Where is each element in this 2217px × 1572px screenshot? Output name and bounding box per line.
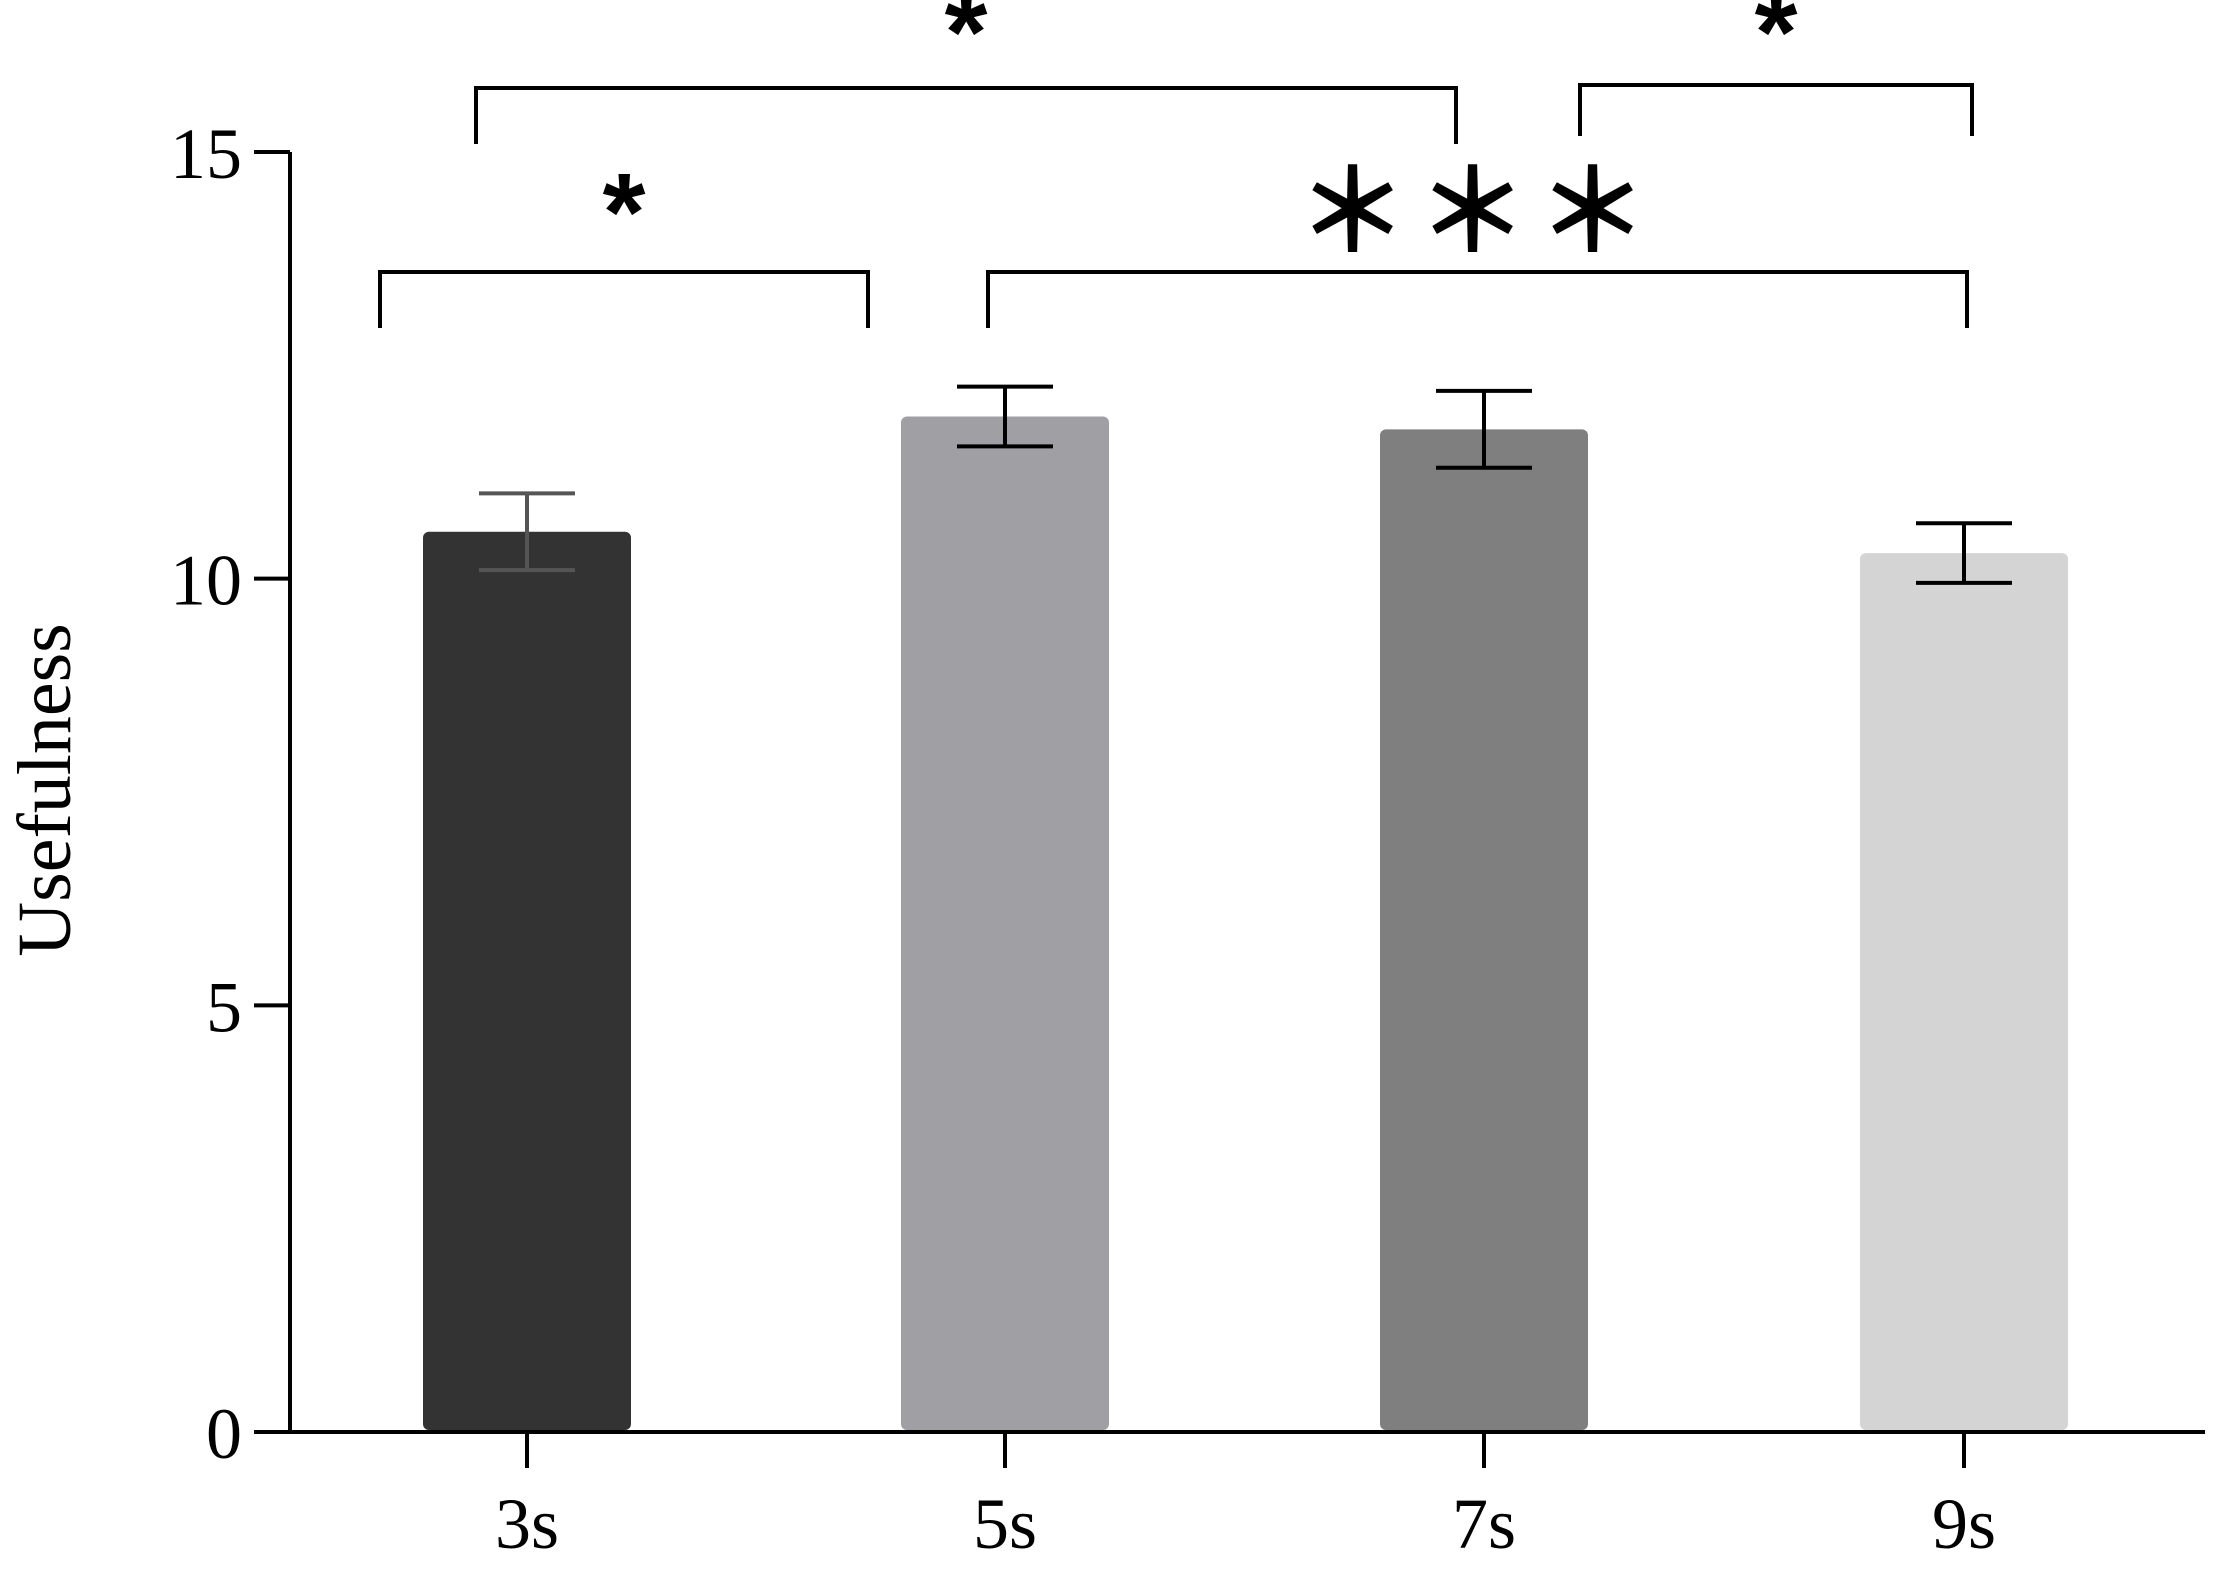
bar-5s bbox=[901, 416, 1109, 1430]
significance-bracket: ＊＊＊ bbox=[986, 151, 1969, 328]
error-bar-9s bbox=[1916, 521, 2012, 585]
error-bar-5s bbox=[957, 384, 1053, 449]
bar-3s bbox=[423, 531, 631, 1430]
bars-group bbox=[423, 416, 2068, 1430]
y-axis: 0 5 10 15 bbox=[170, 114, 292, 1474]
x-tick-label: 7s bbox=[1452, 1484, 1516, 1564]
error-bar-3s bbox=[479, 491, 575, 573]
x-tick-label: 9s bbox=[1932, 1484, 1996, 1564]
y-tick-label: 15 bbox=[170, 114, 242, 194]
x-axis: 3s 5s 7s 9s bbox=[290, 1430, 2205, 1564]
error-bar-7s bbox=[1436, 388, 1532, 470]
y-tick-label: 10 bbox=[170, 541, 242, 621]
y-tick-label: 0 bbox=[206, 1394, 242, 1474]
significance-brackets-group: * ＊＊＊ * * bbox=[378, 0, 1974, 328]
y-axis-title: Usefulness bbox=[3, 623, 87, 957]
significance-label: * bbox=[945, 0, 988, 94]
x-tick-label: 3s bbox=[495, 1484, 559, 1564]
error-bars-group bbox=[479, 384, 2012, 585]
bar-9s bbox=[1860, 553, 2068, 1430]
x-tick-label: 5s bbox=[973, 1484, 1037, 1564]
significance-bracket: * bbox=[474, 0, 1458, 144]
bar-7s bbox=[1380, 429, 1588, 1430]
significance-label: * bbox=[603, 151, 646, 274]
significance-bracket: * bbox=[1578, 0, 1974, 136]
significance-bracket: * bbox=[378, 151, 870, 328]
y-tick-label: 5 bbox=[206, 967, 242, 1047]
significance-label: * bbox=[1755, 0, 1798, 94]
significance-label: ＊＊＊ bbox=[1298, 151, 1658, 274]
